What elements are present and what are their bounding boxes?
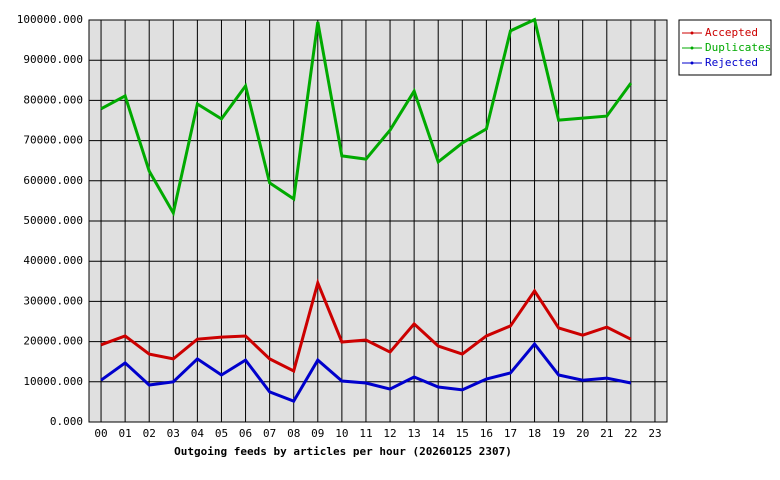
x-tick-label: 14 <box>432 427 446 440</box>
series-line <box>100 341 632 403</box>
x-tick-label: 01 <box>119 427 132 440</box>
y-tick-label: 20000.000 <box>23 335 83 348</box>
x-tick-label: 05 <box>215 427 228 440</box>
y-tick-label: 90000.000 <box>23 53 83 66</box>
x-tick-label: 04 <box>191 427 205 440</box>
y-tick-label: 70000.000 <box>23 134 83 147</box>
x-tick-label: 19 <box>552 427 565 440</box>
legend-label: Accepted <box>705 26 758 39</box>
x-tick-label: 08 <box>287 427 300 440</box>
y-tick-label: 100000.000 <box>17 13 83 26</box>
x-tick-label: 22 <box>624 427 637 440</box>
x-tick-label: 13 <box>408 427 421 440</box>
y-tick-label: 50000.000 <box>23 214 83 227</box>
x-tick-label: 15 <box>456 427 469 440</box>
y-tick-label: 30000.000 <box>23 294 83 307</box>
x-tick-label: 20 <box>576 427 589 440</box>
x-tick-label: 11 <box>359 427 372 440</box>
series-line <box>100 17 633 218</box>
x-tick-label: 07 <box>263 427 276 440</box>
chart-title: Outgoing feeds by articles per hour (202… <box>174 445 512 458</box>
x-tick-label: 21 <box>600 427 613 440</box>
y-tick-label: 40000.000 <box>23 254 83 267</box>
x-tick-label: 00 <box>94 427 107 440</box>
y-tick-label: 60000.000 <box>23 174 83 187</box>
y-tick-label: 10000.000 <box>23 375 83 388</box>
x-tick-label: 16 <box>480 427 493 440</box>
legend-marker <box>690 31 694 35</box>
legend-label: Rejected <box>705 56 758 69</box>
series-line <box>100 278 632 374</box>
x-tick-label: 17 <box>504 427 517 440</box>
x-tick-label: 06 <box>239 427 252 440</box>
x-tick-label: 03 <box>167 427 180 440</box>
y-tick-label: 0.000 <box>50 415 83 428</box>
y-tick-label: 80000.000 <box>23 93 83 106</box>
legend-label: Duplicates <box>705 41 771 54</box>
x-tick-label: 18 <box>528 427 541 440</box>
x-tick-label: 12 <box>383 427 396 440</box>
x-tick-label: 23 <box>648 427 661 440</box>
x-tick-label: 10 <box>335 427 348 440</box>
x-tick-label: 09 <box>311 427 324 440</box>
legend-marker <box>690 46 694 50</box>
legend-marker <box>690 61 694 65</box>
x-tick-label: 02 <box>143 427 156 440</box>
